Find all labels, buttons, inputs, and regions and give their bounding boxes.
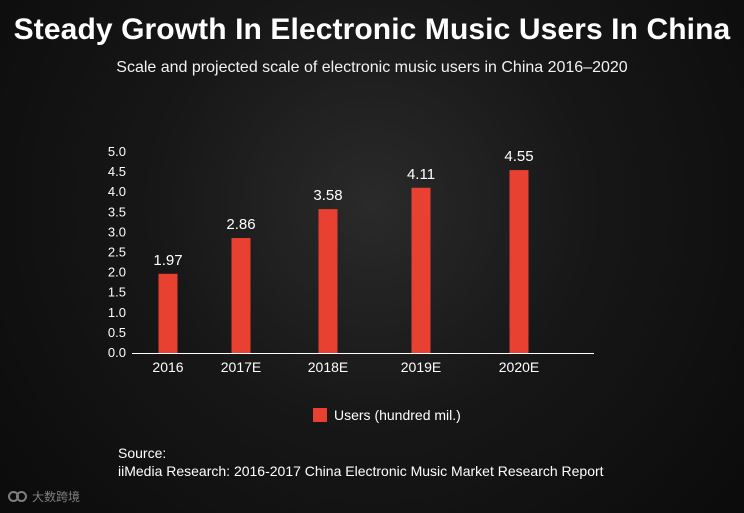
x-tick-label: 2018E: [308, 359, 348, 375]
bar: [231, 238, 251, 353]
legend-swatch: [313, 408, 327, 422]
bar-value-label: 2.86: [226, 216, 255, 233]
bar: [509, 170, 529, 353]
y-tick-label: 1.0: [108, 305, 126, 320]
bar-value-label: 4.55: [504, 148, 533, 165]
watermark-logo-icon: [8, 487, 27, 505]
y-tick-label: 2.0: [108, 265, 126, 280]
source-reference: iiMedia Research: 2016-2017 China Electr…: [118, 463, 604, 479]
bar: [411, 187, 431, 353]
y-tick-label: 3.5: [108, 204, 126, 219]
chart-title: Steady Growth In Electronic Music Users …: [13, 13, 731, 46]
y-tick-label: 3.0: [108, 224, 126, 239]
source-note: Source: iiMedia Research: 2016-2017 Chin…: [118, 444, 604, 480]
y-tick-label: 2.5: [108, 245, 126, 260]
bar-value-label: 1.97: [153, 252, 182, 269]
chart-legend: Users (hundred mil.): [313, 404, 461, 426]
source-label: Source:: [118, 445, 167, 461]
chart-subtitle: Scale and projected scale of electronic …: [116, 59, 628, 76]
x-tick-label: 2016: [152, 359, 183, 375]
y-tick-label: 0.5: [108, 325, 126, 340]
bar: [158, 273, 178, 353]
y-tick-label: 1.5: [108, 285, 126, 300]
y-tick-label: 4.5: [108, 164, 126, 179]
bar: [318, 209, 338, 353]
y-tick-label: 5.0: [108, 144, 126, 159]
y-tick-label: 0.0: [108, 345, 126, 360]
x-tick-label: 2020E: [499, 359, 539, 375]
y-tick-label: 4.0: [108, 184, 126, 199]
x-tick-label: 2017E: [221, 359, 261, 375]
bar-value-label: 4.11: [407, 166, 435, 183]
legend-label: Users (hundred mil.): [334, 407, 461, 423]
x-tick-label: 2019E: [401, 359, 441, 375]
watermark-text: 大数跨境: [32, 489, 81, 504]
bar-value-label: 3.58: [313, 187, 342, 204]
watermark: 大数跨境: [8, 486, 80, 506]
